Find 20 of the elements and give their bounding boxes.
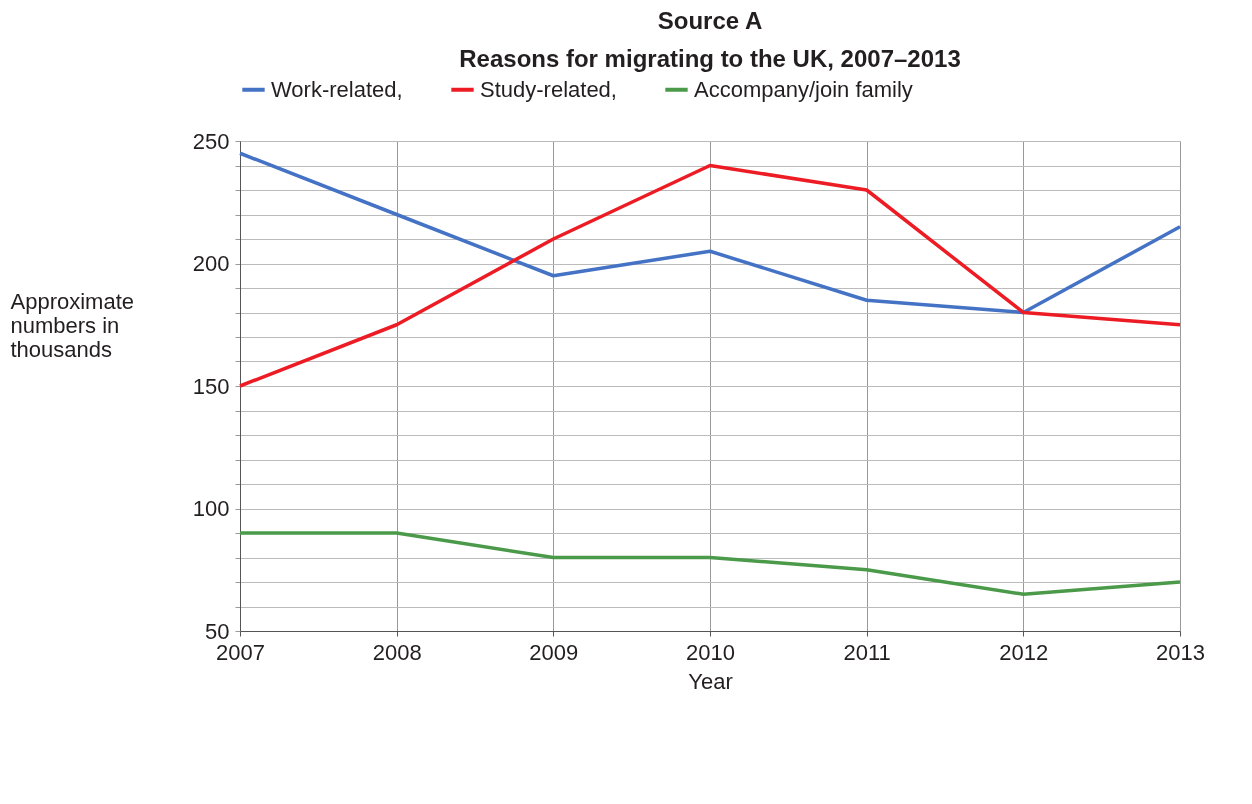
- y-tick-label: 250: [192, 128, 230, 154]
- x-tick-label: 2013: [1156, 639, 1205, 665]
- x-tick-label: 2008: [372, 639, 422, 665]
- x-tick-label: 2011: [843, 639, 891, 665]
- x-tick-label: 2010: [686, 639, 735, 665]
- line-series: [238, 163, 1182, 388]
- line-series: [238, 531, 1182, 596]
- y-tick-label: 200: [192, 251, 230, 276]
- chart-subtitle: Reasons for migrating to the UK, 2007–2013: [459, 45, 961, 72]
- y-tick-label: 100: [192, 496, 230, 521]
- y-tick-label: 150: [192, 373, 230, 399]
- x-axis-title: Year: [688, 668, 733, 694]
- legend-label: Study-related,: [480, 76, 617, 102]
- legend-label: Work-related,: [271, 76, 403, 102]
- y-axis-title: Approximate numbers in thousands: [10, 288, 135, 362]
- chart-title: Source A: [657, 7, 763, 34]
- legend-label: Accompany/join family: [694, 76, 913, 102]
- x-tick-label: 2009: [529, 639, 579, 665]
- x-tick-label: 2012: [999, 639, 1049, 665]
- line-series: [238, 151, 1182, 315]
